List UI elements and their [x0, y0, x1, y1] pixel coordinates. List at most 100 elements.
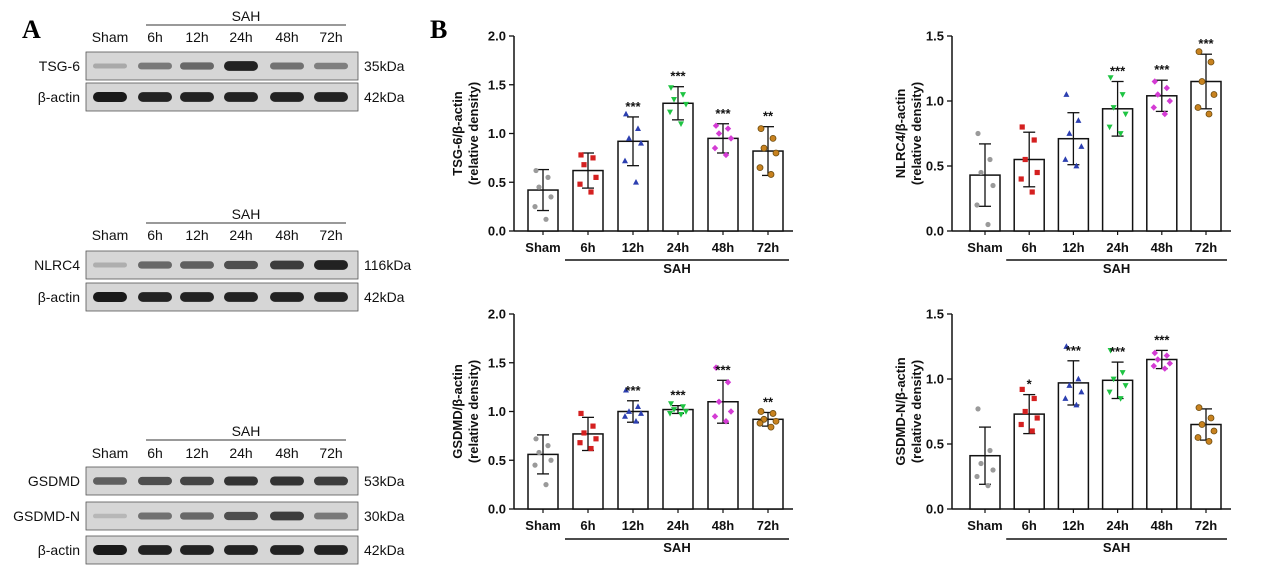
- y-tick-label: 1.5: [926, 29, 944, 44]
- data-point: [678, 412, 684, 418]
- data-point: [593, 436, 599, 442]
- data-point: [667, 411, 673, 417]
- lane-label: 48h: [275, 445, 298, 461]
- blot-band: [224, 476, 258, 486]
- data-point: [1166, 360, 1173, 367]
- data-point: [533, 167, 539, 174]
- blot-group-2: SAH Sham 6h 12h 24h 48h 72h NLRC4 116kDa β-actin 4…: [34, 206, 411, 312]
- data-point: [1110, 105, 1117, 111]
- data-point: [722, 418, 730, 425]
- data-point: [724, 379, 732, 386]
- blot-band: [270, 511, 304, 521]
- data-point: [668, 85, 674, 91]
- data-point: [1161, 110, 1168, 118]
- x-tick-label: 6h: [1022, 240, 1037, 255]
- blot-band: [138, 62, 172, 70]
- data-point: [1073, 401, 1080, 408]
- data-point: [1122, 383, 1129, 389]
- data-point: [1110, 376, 1117, 383]
- x-tick-label: 48h: [1151, 518, 1173, 533]
- lane-label: 6h: [147, 29, 163, 45]
- data-point: [545, 443, 551, 449]
- data-point: [1166, 97, 1173, 105]
- x-tick-label: 12h: [622, 518, 644, 533]
- data-point: [1075, 117, 1082, 123]
- data-point: [978, 169, 984, 176]
- strip-label: NLRC4: [34, 257, 80, 273]
- data-point: [1018, 176, 1024, 182]
- y-tick-label: 1.5: [926, 307, 944, 322]
- blot-strip: GSDMD-N 30kDa: [13, 501, 405, 531]
- strip-label: GSDMD-N: [13, 508, 80, 524]
- x-tick-label: 48h: [712, 518, 734, 533]
- data-point: [667, 109, 673, 116]
- data-point: [548, 457, 554, 463]
- y-tick-label: 1.0: [488, 404, 506, 419]
- chart-1: 0.0 0.5 1.0 1.5 2.0 TSG-6/β-actin (relative de…: [450, 29, 793, 276]
- bar: [1146, 95, 1178, 232]
- data-point: [1019, 386, 1025, 392]
- y-axis-label: (relative density): [909, 360, 924, 463]
- x-tick-label: 72h: [1195, 240, 1217, 255]
- data-point: [1151, 78, 1158, 85]
- data-point: [1029, 189, 1035, 195]
- blot-band: [224, 92, 258, 102]
- blot-band: [180, 92, 214, 102]
- data-point: [1119, 370, 1126, 376]
- data-point: [1034, 169, 1040, 176]
- data-point: [633, 418, 639, 424]
- data-point: [1198, 78, 1206, 85]
- blot-strip: NLRC4 116kDa: [34, 250, 411, 280]
- strip-label: GSDMD: [28, 473, 80, 489]
- blot-band: [314, 92, 348, 102]
- x-tick-label: 24h: [1106, 240, 1128, 255]
- significance-mark: ***: [625, 99, 641, 114]
- blot-band: [138, 545, 172, 555]
- strip-kda: 42kDa: [364, 542, 405, 558]
- blot-band: [138, 292, 172, 302]
- significance-mark: ***: [1154, 62, 1170, 77]
- blot-strip: β-actin 42kDa: [38, 282, 405, 312]
- blot-band: [270, 92, 304, 102]
- y-tick-label: 2.0: [488, 29, 506, 44]
- data-point: [626, 408, 632, 414]
- data-point: [1062, 156, 1069, 162]
- data-point: [1106, 389, 1113, 396]
- data-point: [1210, 427, 1218, 435]
- significance-mark: ***: [1198, 36, 1214, 51]
- significance-mark: ***: [1154, 332, 1170, 347]
- data-point: [1029, 428, 1035, 434]
- data-point: [1078, 388, 1085, 395]
- data-point: [683, 409, 689, 415]
- data-point: [1106, 124, 1113, 131]
- blot-band: [93, 513, 127, 519]
- data-point: [1150, 362, 1157, 370]
- lane-label: 72h: [319, 227, 342, 243]
- lane-label: 72h: [319, 445, 342, 461]
- data-point: [1122, 111, 1129, 118]
- blot-band: [270, 292, 304, 302]
- data-point: [1151, 349, 1158, 357]
- data-point: [712, 122, 720, 129]
- strip-label: β-actin: [38, 89, 80, 105]
- data-point: [671, 407, 677, 413]
- data-point: [588, 189, 594, 195]
- data-point: [772, 149, 780, 157]
- y-axis-label: (relative density): [909, 82, 924, 185]
- data-point: [1207, 414, 1215, 422]
- strip-label: β-actin: [38, 289, 80, 305]
- data-point: [1066, 382, 1073, 388]
- data-point: [578, 410, 584, 417]
- lane-label: 24h: [229, 29, 252, 45]
- data-point: [1063, 343, 1070, 349]
- lane-label: 48h: [275, 29, 298, 45]
- strip-kda: 116kDa: [364, 257, 411, 273]
- data-point: [633, 179, 639, 185]
- y-tick-label: 0.5: [488, 453, 506, 468]
- data-point: [1075, 375, 1082, 382]
- data-point: [1163, 84, 1170, 92]
- blot-band: [138, 92, 172, 102]
- sah-group-label: SAH: [232, 8, 261, 24]
- y-axis-label: (relative density): [466, 360, 481, 463]
